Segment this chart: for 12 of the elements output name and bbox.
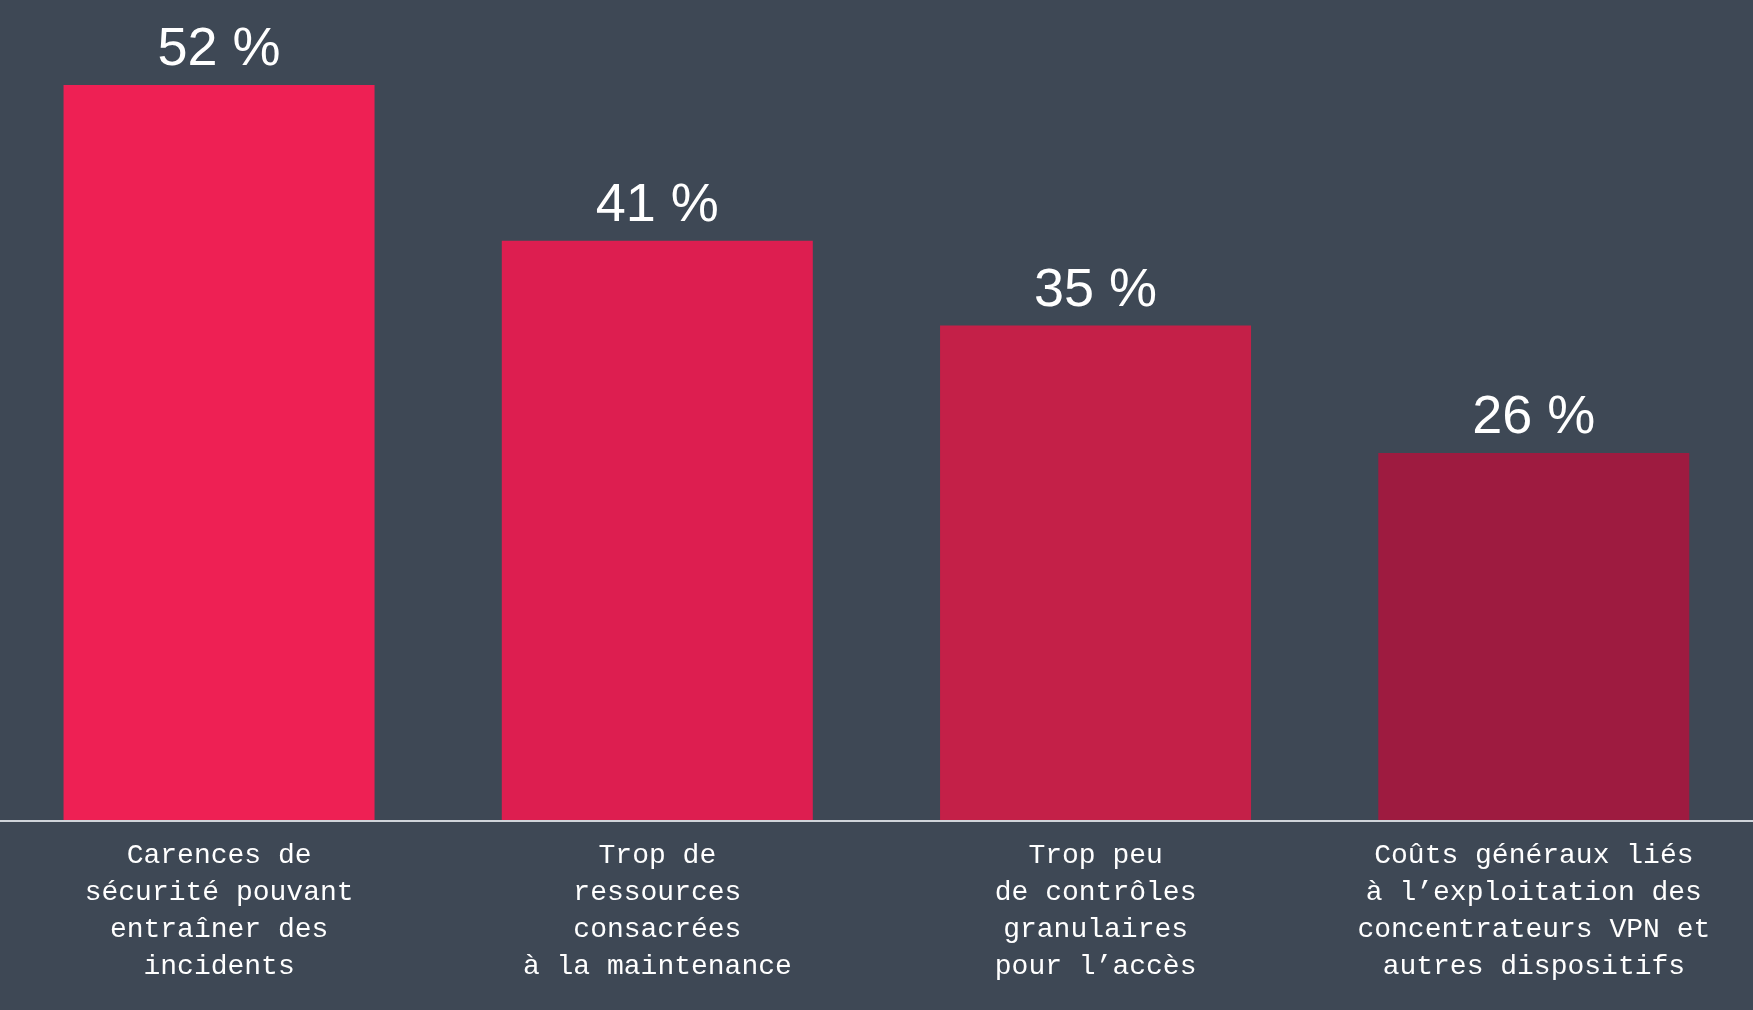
data-label: 41 % bbox=[595, 171, 719, 232]
bar bbox=[63, 85, 375, 821]
data-label: 52 % bbox=[157, 16, 281, 76]
bar bbox=[1378, 453, 1690, 821]
bar bbox=[501, 240, 813, 821]
x-tick-label: Carences de sécurité pouvant entraîner des incidents bbox=[84, 840, 354, 982]
x-tick-label: Trop peu de contrôles granulaires pour l’accès bbox=[994, 840, 1197, 982]
x-tick-label: Trop de ressources consacrées à la maintenance bbox=[522, 840, 792, 982]
data-label: 35 % bbox=[1034, 256, 1158, 317]
data-label: 26 % bbox=[1472, 384, 1596, 444]
bar bbox=[940, 325, 1252, 821]
x-tick-label: Coûts généraux liés à l’exploitation des concentrateurs VPN et autres dispositifs bbox=[1357, 840, 1711, 982]
